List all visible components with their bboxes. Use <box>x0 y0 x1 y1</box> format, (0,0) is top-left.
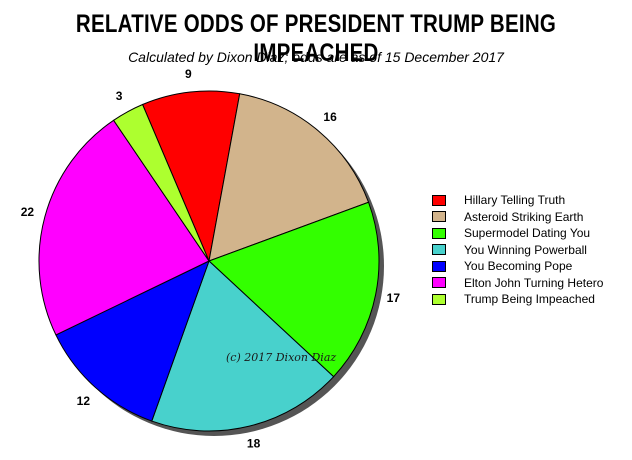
slice-value-label: 18 <box>247 437 261 451</box>
legend-label: Elton John Turning Hetero <box>464 275 604 290</box>
legend-item: Supermodel Dating You <box>432 225 603 242</box>
pie-slice <box>151 260 335 432</box>
slice-value-label: 3 <box>116 89 123 103</box>
legend-swatch <box>432 293 446 305</box>
legend-item: Elton John Turning Hetero <box>432 275 603 292</box>
copyright-watermark: (c) 2017 Dixon Diaz <box>226 351 337 364</box>
legend-swatch <box>432 244 446 256</box>
slice-value-label: 22 <box>21 205 35 219</box>
legend-item: You Becoming Pope <box>432 258 603 275</box>
pie-slice <box>112 103 210 262</box>
legend-label: You Winning Powerball <box>464 242 587 257</box>
pie-slice <box>38 119 210 336</box>
legend-label: Trump Being Impeached <box>464 292 595 307</box>
pie-slice <box>141 90 241 263</box>
legend-swatch <box>432 260 446 272</box>
pie-slice <box>208 93 370 262</box>
legend-label: You Becoming Pope <box>464 259 573 274</box>
legend-item: Hillary Telling Truth <box>432 192 603 209</box>
slice-value-label: 17 <box>387 291 401 305</box>
legend-item: Trump Being Impeached <box>432 291 603 308</box>
legend-swatch <box>432 277 446 289</box>
slice-value-label: 12 <box>77 394 91 408</box>
legend-item: Asteroid Striking Earth <box>432 209 603 226</box>
legend-label: Hillary Telling Truth <box>464 193 566 208</box>
slice-value-label: 9 <box>185 67 192 81</box>
pie-slice <box>55 260 210 422</box>
chart-title: RELATIVE ODDS OF PRESIDENT TRUMP BEING I… <box>75 10 557 67</box>
legend-swatch <box>432 194 446 206</box>
legend-swatch <box>432 211 446 223</box>
legend-label: Supermodel Dating You <box>464 226 591 241</box>
legend-item: You Winning Powerball <box>432 242 603 259</box>
legend-label: Asteroid Striking Earth <box>464 209 584 224</box>
pie-slice <box>208 201 380 378</box>
chart-subtitle: Calculated by Dixon Diaz; odds are as of… <box>128 49 504 65</box>
chart-legend: Hillary Telling Truth Asteroid Striking E… <box>432 192 603 308</box>
legend-swatch <box>432 227 446 239</box>
slice-value-label: 16 <box>323 110 337 124</box>
